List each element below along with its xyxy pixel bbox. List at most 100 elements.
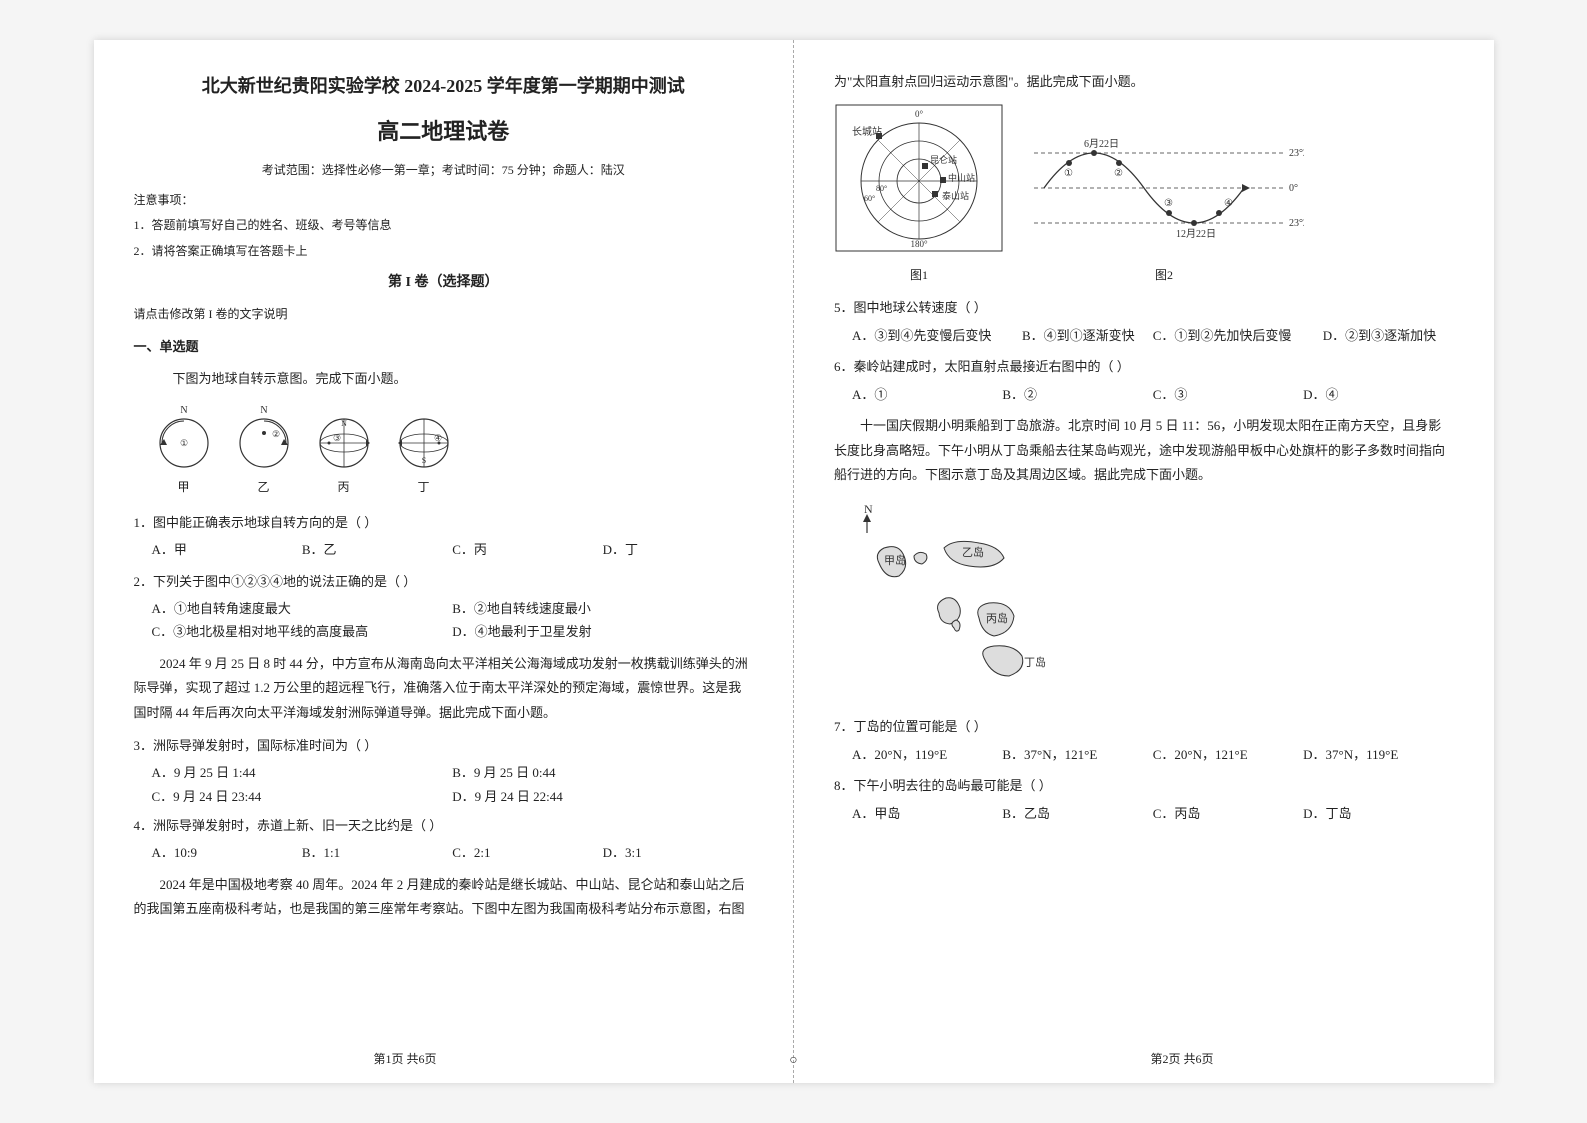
svg-text:N: N: [260, 405, 267, 416]
diagram-label: 甲: [154, 477, 214, 499]
circle-diagram-icon: S ④: [394, 403, 454, 473]
solar-declination-icon: 23°26'N 0° 23°26'S ① 6月22日 ② ③ 12月22日 ④: [1024, 123, 1304, 253]
q3-opt-a: A．9 月 25 日 1:44: [152, 761, 453, 784]
page-2: 为"太阳直射点回归运动示意图"。据此完成下面小题。 0° 长城站: [794, 40, 1494, 1083]
diagram-label: 丁: [394, 477, 454, 499]
q7-opt-c: C．20°N，121°E: [1153, 743, 1303, 766]
svg-text:中山站: 中山站: [948, 172, 975, 183]
q7-opt-b: B．37°N，121°E: [1002, 743, 1152, 766]
context-b2: 十一国庆假期小明乘船到丁岛旅游。北京时间 10 月 5 日 11：56，小明发现…: [834, 414, 1454, 488]
page-number-2: 第2页 共6页: [1150, 1049, 1213, 1071]
diagram-bing: N ③ 丙: [314, 403, 374, 499]
island-map: N 甲岛 乙岛 丙岛 丁岛: [854, 498, 1454, 705]
island-map-icon: N 甲岛 乙岛 丙岛 丁岛: [854, 498, 1074, 698]
q7: 7．丁岛的位置可能是（ ）: [834, 715, 1454, 738]
svg-text:N: N: [341, 419, 347, 428]
q2-opt-d: D．④地最利于卫星发射: [452, 620, 753, 643]
fig2-label: 图2: [1024, 265, 1304, 287]
q1-opt-c: C．丙: [452, 538, 602, 561]
notice-1: 1．答题前填写好自己的姓名、班级、考号等信息: [134, 215, 754, 237]
diagram-jia: N ① 甲: [154, 403, 214, 499]
page-number-1: 第1页 共6页: [374, 1049, 437, 1071]
q3-options-row1: A．9 月 25 日 1:44 B．9 月 25 日 0:44: [134, 761, 754, 784]
svg-text:N: N: [180, 405, 187, 416]
q6: 6．秦岭站建成时，太阳直射点最接近右图中的（ ）: [834, 355, 1454, 378]
q8-opt-d: D．丁岛: [1303, 802, 1453, 825]
q6-opt-b: B．②: [1002, 383, 1152, 406]
q8-opt-a: A．甲岛: [852, 802, 1002, 825]
q5-opt-b: B．④到①逐渐变快: [1022, 324, 1153, 347]
q3-opt-c: C．9 月 24 日 23:44: [152, 785, 453, 808]
q4-opt-c: C．2:1: [452, 841, 602, 864]
svg-text:③: ③: [1164, 198, 1173, 209]
notice-2: 2．请将答案正确填写在答题卡上: [134, 241, 754, 263]
q1: 1．图中能正确表示地球自转方向的是（ ）: [134, 511, 754, 534]
q7-options: A．20°N，119°E B．37°N，121°E C．20°N，121°E D…: [834, 743, 1454, 766]
circle-diagram-icon: N ②: [234, 403, 294, 473]
q5-options: A．③到④先变慢后变快 B．④到①逐渐变快 C．①到②先加快后变慢 D．②到③逐…: [834, 324, 1454, 347]
svg-text:④: ④: [1224, 198, 1233, 209]
q1-opt-a: A．甲: [152, 538, 302, 561]
binding-hole-icon: ○: [789, 1053, 797, 1069]
diagram-label: 丙: [314, 477, 374, 499]
q8-opt-c: C．丙岛: [1153, 802, 1303, 825]
diagram-ding: S ④ 丁: [394, 403, 454, 499]
q1-options: A．甲 B．乙 C．丙 D．丁: [134, 538, 754, 561]
q6-opt-c: C．③: [1153, 383, 1303, 406]
svg-text:②: ②: [272, 429, 280, 439]
notice-label: 注意事项：: [134, 190, 754, 212]
svg-text:泰山站: 泰山站: [942, 190, 969, 201]
q3-opt-b: B．9 月 25 日 0:44: [452, 761, 753, 784]
q1-opt-b: B．乙: [302, 538, 452, 561]
paper-container: 北大新世纪贵阳实验学校 2024-2025 学年度第一学期期中测试 高二地理试卷…: [94, 40, 1494, 1083]
title-sub: 高二地理试卷: [134, 112, 754, 152]
figure-1: 0° 长城站 昆仑站 中山站 泰山站 60°: [834, 103, 1004, 286]
diagram-yi: N ② 乙: [234, 403, 294, 499]
section-a-heading: 一、单选题: [134, 335, 754, 358]
q5-opt-c: C．①到②先加快后变慢: [1153, 324, 1323, 347]
q3-opt-d: D．9 月 24 日 22:44: [452, 785, 753, 808]
q2-opt-a: A．①地自转角速度最大: [152, 597, 453, 620]
q5-opt-d: D．②到③逐渐加快: [1323, 324, 1454, 347]
q7-opt-a: A．20°N，119°E: [852, 743, 1002, 766]
svg-text:23°26'S: 23°26'S: [1289, 218, 1304, 229]
q4-opt-d: D．3:1: [603, 841, 753, 864]
svg-text:③: ③: [333, 433, 341, 443]
q4-options: A．10:9 B．1:1 C．2:1 D．3:1: [134, 841, 754, 864]
svg-text:6月22日: 6月22日: [1084, 138, 1119, 150]
section-1-title: 第 I 卷（选择题）: [134, 270, 754, 295]
svg-text:S: S: [421, 456, 425, 465]
q5: 5．图中地球公转速度（ ）: [834, 296, 1454, 319]
svg-text:①: ①: [179, 438, 187, 448]
q4: 4．洲际导弹发射时，赤道上新、旧一天之比约是（ ）: [134, 814, 754, 837]
svg-text:N: N: [864, 502, 873, 516]
q3: 3．洲际导弹发射时，国际标准时间为（ ）: [134, 734, 754, 757]
svg-text:60°: 60°: [864, 194, 875, 203]
context-2: 2024 年 9 月 25 日 8 时 44 分，中方宣布从海南岛向太平洋相关公…: [134, 652, 754, 726]
svg-text:②: ②: [1114, 168, 1123, 179]
fig1-label: 图1: [834, 265, 1004, 287]
svg-text:23°26'N: 23°26'N: [1289, 148, 1304, 159]
svg-text:0°: 0°: [1289, 183, 1298, 194]
q6-opt-a: A．①: [852, 383, 1002, 406]
q6-options: A．① B．② C．③ D．④: [834, 383, 1454, 406]
context-1: 下图为地球自转示意图。完成下面小题。: [134, 367, 754, 392]
svg-text:丙岛: 丙岛: [986, 611, 1008, 625]
q7-opt-d: D．37°N，119°E: [1303, 743, 1453, 766]
q2-options-row1: A．①地自转角速度最大 B．②地自转线速度最小: [134, 597, 754, 620]
svg-text:④: ④: [434, 433, 442, 443]
q2-opt-b: B．②地自转线速度最小: [452, 597, 753, 620]
q2-options-row2: C．③地北极星相对地平线的高度最高 D．④地最利于卫星发射: [134, 620, 754, 643]
polar-map-icon: 0° 长城站 昆仑站 中山站 泰山站 60°: [834, 103, 1004, 253]
svg-text:丁岛: 丁岛: [1024, 655, 1046, 669]
q8-options: A．甲岛 B．乙岛 C．丙岛 D．丁岛: [834, 802, 1454, 825]
q4-opt-a: A．10:9: [152, 841, 302, 864]
q3-options-row2: C．9 月 24 日 23:44 D．9 月 24 日 22:44: [134, 785, 754, 808]
svg-text:180°: 180°: [910, 239, 928, 249]
title-main: 北大新世纪贵阳实验学校 2024-2025 学年度第一学期期中测试: [134, 70, 754, 102]
svg-text:乙岛: 乙岛: [962, 545, 984, 559]
context-top: 为"太阳直射点回归运动示意图"。据此完成下面小题。: [834, 70, 1454, 93]
svg-text:甲岛: 甲岛: [884, 553, 906, 567]
diagram-row-1: N ① 甲 N ② 乙: [134, 403, 754, 499]
context-3: 2024 年是中国极地考察 40 周年。2024 年 2 月建成的秦岭站是继长城…: [134, 873, 754, 922]
